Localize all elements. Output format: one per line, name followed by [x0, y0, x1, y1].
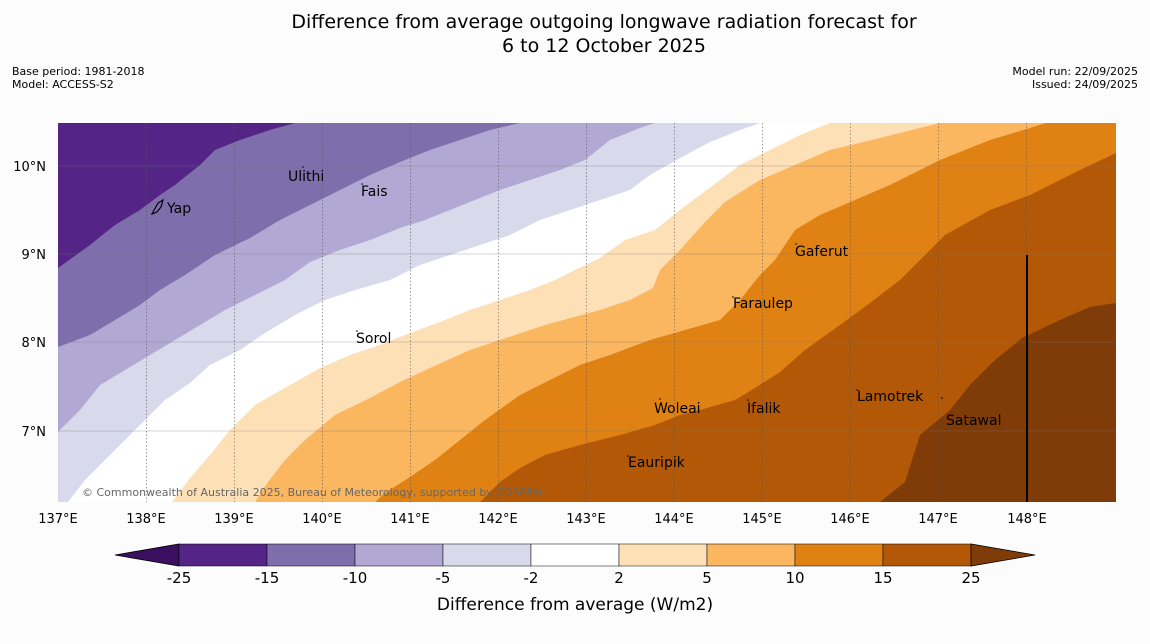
base-period: Base period: 1981-2018 [12, 65, 145, 78]
yap-island-shape [150, 198, 164, 216]
lon-axis-labels: 137°E 138°E 139°E 140°E 141°E 142°E 143°… [38, 512, 1047, 527]
place-ifalik: Ifalik [747, 401, 781, 417]
colorbar-ticks: -25 -15 -10 -5 -2 2 5 10 15 25 [167, 569, 981, 587]
colorbar-tick: -10 [343, 569, 368, 587]
colorbar-tick: 15 [873, 569, 892, 587]
colorbar-swatch [178, 543, 268, 567]
place-fais: Fais [361, 184, 388, 200]
copyright-notice: © Commonwealth of Australia 2025, Bureau… [82, 486, 545, 499]
meta-left: Base period: 1981-2018 Model: ACCESS-S2 [12, 65, 144, 91]
place-yap: Yap [166, 201, 191, 217]
colorbar-tick: 2 [614, 569, 624, 587]
lat-label: 10°N [13, 160, 46, 175]
lat-label: 7°N [22, 425, 47, 440]
title-line-2: 6 to 12 October 2025 [502, 35, 706, 57]
lon-label: 137°E [38, 512, 78, 527]
place-sorol: Sorol [356, 331, 391, 347]
place-woleai: Woleai [654, 401, 701, 417]
place-satawal: Satawal [946, 413, 1001, 429]
colorbar-swatch [442, 543, 532, 567]
colorbar-swatch [266, 543, 356, 567]
lon-label: 144°E [654, 512, 694, 527]
colorbar-swatch [794, 543, 884, 567]
colorbar-tick: -15 [255, 569, 280, 587]
lon-label: 138°E [126, 512, 166, 527]
colorbar-swatch [882, 543, 972, 567]
place-gaferut: Gaferut [795, 244, 849, 260]
colorbar [114, 543, 1036, 567]
gridlines [146, 123, 1027, 502]
lon-label: 148°E [1007, 512, 1047, 527]
colorbar-tick: 25 [961, 569, 980, 587]
colorbar-title: Difference from average (W/m2) [437, 595, 713, 615]
colorbar-tick: -2 [524, 569, 539, 587]
lon-label: 145°E [742, 512, 782, 527]
lon-label: 142°E [478, 512, 518, 527]
lat-label: 8°N [22, 336, 47, 351]
colorbar-swatch [618, 543, 708, 567]
band-neg25-neg15 [58, 123, 295, 268]
title-line-1: Difference from average outgoing longwav… [291, 11, 917, 33]
lat-gridlines [58, 165, 1116, 432]
place-eauripik: Eauripik [628, 455, 686, 471]
lon-label: 141°E [390, 512, 430, 527]
colorbar-tick: -25 [167, 569, 192, 587]
model-run: Model run: 22/09/2025 [1012, 65, 1138, 78]
colorbar-tick: 5 [702, 569, 712, 587]
lon-label: 139°E [214, 512, 254, 527]
lon-label: 147°E [918, 512, 958, 527]
lon-label: 146°E [830, 512, 870, 527]
island-dots [302, 166, 943, 457]
lon-label: 143°E [566, 512, 606, 527]
model-name: Model: ACCESS-S2 [12, 78, 114, 91]
colorbar-tick: 10 [785, 569, 804, 587]
place-lamotrek: Lamotrek [857, 389, 924, 405]
anomaly-map: Yap Ulithi Fais Gaferut Faraulep Sorol W… [58, 123, 1116, 502]
lat-label: 9°N [22, 248, 47, 263]
colorbar-swatch [706, 543, 796, 567]
colorbar-arrow-high [970, 543, 1036, 567]
colorbar-swatch [530, 543, 620, 567]
place-ulithi: Ulithi [288, 169, 324, 185]
lat-axis-labels: 10°N 9°N 8°N 7°N [13, 160, 46, 440]
lon-label: 140°E [302, 512, 342, 527]
issued-date: Issued: 24/09/2025 [1031, 78, 1138, 91]
chart-title: Difference from average outgoing longwav… [0, 10, 1150, 58]
colorbar-swatch [354, 543, 444, 567]
place-faraulep: Faraulep [733, 296, 793, 312]
colorbar-tick: -5 [436, 569, 451, 587]
colorbar-arrow-low [114, 543, 180, 567]
meta-right: Model run: 22/09/2025 Issued: 24/09/2025 [1012, 65, 1138, 91]
